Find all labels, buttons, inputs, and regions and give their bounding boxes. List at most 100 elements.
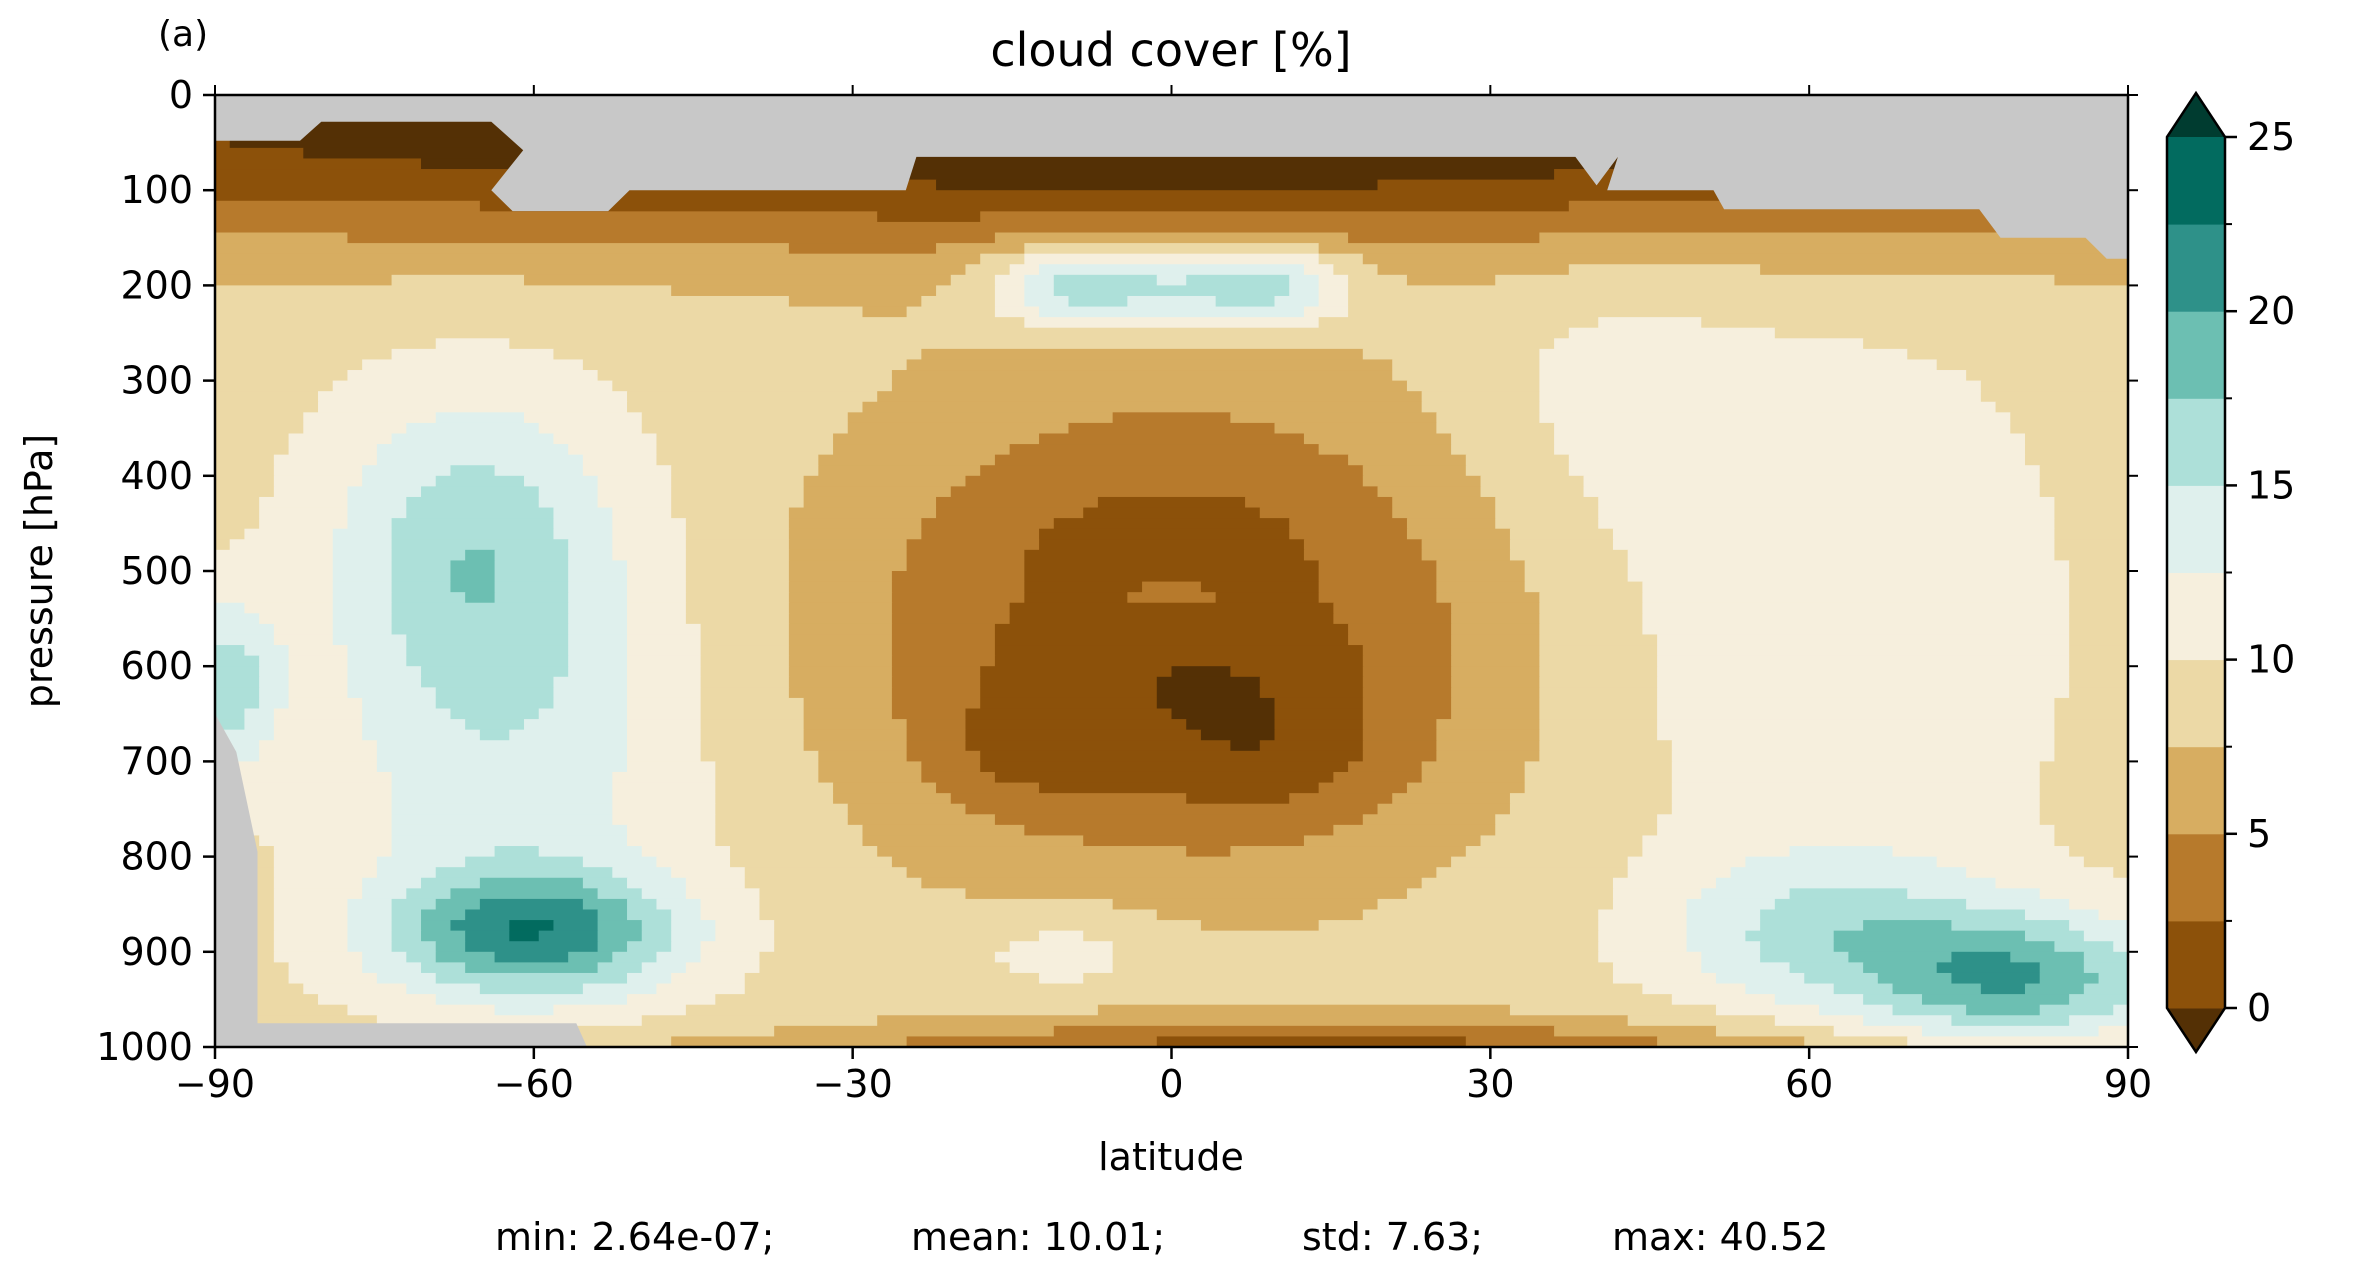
contour-cell xyxy=(1598,496,2056,509)
contour-cell xyxy=(1259,687,1364,699)
contour-cell xyxy=(980,676,1158,688)
contour-cell xyxy=(332,549,393,562)
contour-cell xyxy=(700,655,790,667)
contour-cell xyxy=(980,761,1349,773)
contour-cell xyxy=(1642,983,1746,995)
contour-cell xyxy=(1760,909,2026,921)
contour-cell xyxy=(906,719,967,731)
contour-cell xyxy=(612,518,687,530)
contour-cell xyxy=(215,433,290,445)
contour-cell xyxy=(1362,645,1452,657)
contour-cell xyxy=(288,666,349,678)
contour-cell xyxy=(1451,433,1555,445)
contour-cell xyxy=(906,560,1025,572)
contour-cell xyxy=(347,507,407,519)
contour-cell xyxy=(568,549,613,562)
contour-cell xyxy=(465,930,510,942)
contour-cell xyxy=(1568,454,2026,466)
contour-cell xyxy=(1274,729,1364,741)
contour-cell xyxy=(788,581,893,593)
contour-cell xyxy=(1200,729,1276,741)
contour-cell xyxy=(215,549,334,562)
contour-cell xyxy=(553,433,658,445)
contour-cell xyxy=(818,465,981,477)
contour-cell xyxy=(215,687,260,699)
contour-cell xyxy=(421,920,452,932)
contour-cell xyxy=(259,750,378,762)
y-tick-label: 700 xyxy=(120,739,193,783)
contour-cell xyxy=(1451,856,1629,868)
contour-cell xyxy=(273,888,363,900)
contour-cell xyxy=(2024,444,2128,456)
contour-cell xyxy=(936,179,1379,191)
contour-cell xyxy=(2113,867,2128,879)
contour-cell xyxy=(406,422,540,435)
contour-cell xyxy=(597,920,643,932)
contour-cell xyxy=(1598,920,1688,932)
contour-cell xyxy=(215,327,1570,339)
stat-std: std: 7.63; xyxy=(1302,1215,1483,1259)
contour-cell xyxy=(2054,274,2128,286)
contour-cell xyxy=(509,729,628,741)
contour-cell xyxy=(965,729,1202,741)
contour-cell xyxy=(215,602,246,614)
contour-cell xyxy=(1362,348,1540,361)
contour-cell xyxy=(788,666,893,678)
contour-cell xyxy=(288,433,393,445)
contour-cell xyxy=(759,951,996,963)
contour-cell xyxy=(391,602,569,614)
contour-cell xyxy=(1009,444,1320,456)
contour-cell xyxy=(656,898,702,911)
contour-cell xyxy=(685,518,790,530)
contour-cell xyxy=(244,528,334,540)
contour-cell xyxy=(1980,983,2026,995)
contour-cell xyxy=(1583,475,2041,487)
contour-cell xyxy=(288,972,378,985)
contour-cell xyxy=(788,592,893,604)
contour-cell xyxy=(215,137,231,149)
contour-cell xyxy=(891,602,1011,614)
contour-cell xyxy=(1436,412,1540,424)
contour-cell xyxy=(215,317,1025,329)
contour-cell xyxy=(965,719,1187,731)
contour-cell xyxy=(1524,782,1673,794)
contour-cell xyxy=(685,877,746,889)
contour-cell xyxy=(612,380,893,392)
contour-cell xyxy=(788,243,937,255)
contour-cell xyxy=(1259,507,1393,519)
contour-cell xyxy=(641,412,849,424)
contour-cell xyxy=(332,613,393,625)
contour-cell xyxy=(1554,338,1864,350)
contour-cell xyxy=(1024,560,1320,572)
contour-cell xyxy=(1215,295,1276,308)
contour-cell xyxy=(1642,581,2070,593)
contour-cell xyxy=(906,359,1393,371)
colorbar-extend-max xyxy=(2167,93,2225,137)
colorbar-segment xyxy=(2167,833,2225,922)
contour-cell xyxy=(362,465,452,477)
contour-cell xyxy=(1024,581,1143,593)
x-tick-label: −60 xyxy=(494,1062,574,1106)
contour-cell xyxy=(2098,909,2128,921)
contour-cell xyxy=(1436,592,1540,604)
contour-cell xyxy=(1715,972,1805,985)
contour-cell xyxy=(671,496,805,509)
contour-cell xyxy=(994,634,1349,646)
contour-cell xyxy=(2069,920,2128,932)
contour-cell xyxy=(1009,602,1334,614)
contour-cell xyxy=(215,486,275,498)
contour-cell xyxy=(1392,359,1540,371)
contour-cell xyxy=(332,592,393,604)
contour-cell xyxy=(1024,824,1334,837)
contour-cell xyxy=(2069,560,2128,572)
contour-cell xyxy=(215,507,260,519)
contour-cell xyxy=(980,465,1364,477)
contour-cell xyxy=(1539,676,1658,688)
contour-cell xyxy=(1686,898,1776,911)
contour-cell xyxy=(627,655,702,667)
contour-cell xyxy=(1171,708,1276,720)
contour-cell xyxy=(273,856,378,868)
contour-cell xyxy=(406,951,437,963)
contour-cell xyxy=(215,803,393,815)
